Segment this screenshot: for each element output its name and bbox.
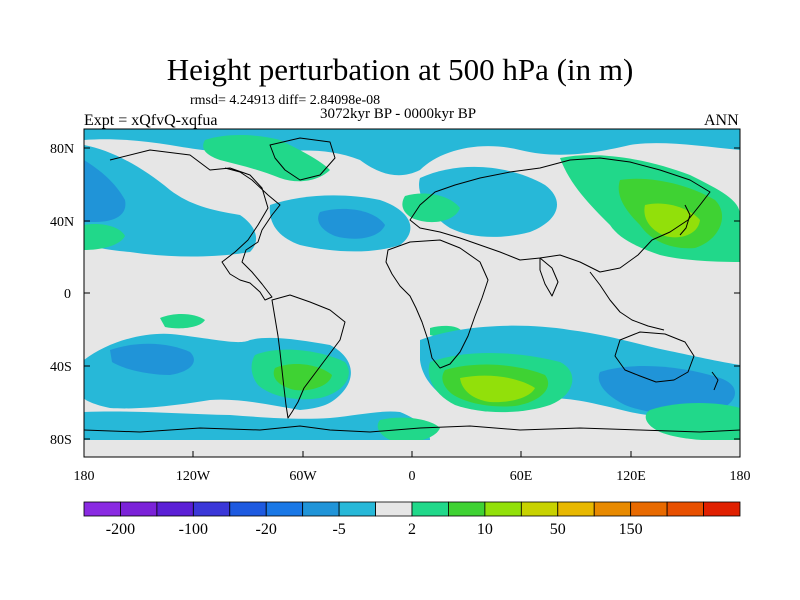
colorbar-swatch — [229, 501, 267, 517]
colorbar-label: -20 — [256, 521, 277, 538]
season-label: ANN — [704, 112, 739, 129]
colorbar-label: 2 — [408, 521, 416, 538]
lon-label: 180 — [730, 469, 751, 484]
coast-antarctica — [84, 425, 740, 433]
colorbar-label: 10 — [477, 521, 493, 538]
time-period-label: 3072kyr BP - 0000kyr BP — [320, 106, 477, 122]
lon-label: 120E — [616, 469, 646, 484]
colorbar-swatch — [448, 501, 486, 517]
contour-sh-indian-yellowgreen — [460, 375, 535, 403]
lat-label: 0 — [64, 287, 71, 302]
coast-southeast-asia — [589, 271, 665, 331]
map-title: Height perturbation at 500 hPa (in m) — [166, 52, 634, 87]
colorbar-label: 150 — [619, 521, 643, 538]
colorbar-swatch — [520, 501, 559, 517]
colorbar-swatch — [375, 501, 413, 517]
colorbar-swatch — [120, 501, 158, 517]
contour-nh-pacific-deep — [84, 160, 126, 222]
coast-africa — [385, 239, 489, 369]
colorbar-swatch — [156, 501, 194, 517]
colorbar-label: -5 — [332, 521, 345, 538]
lat-label: 80S — [50, 433, 72, 448]
contour-nh-pacific-green — [84, 224, 125, 250]
colorbar-label: -200 — [106, 521, 135, 538]
colorbar-swatch — [411, 501, 449, 517]
contour-antarctic-green-strip — [377, 417, 440, 442]
lon-label: 180 — [74, 469, 95, 484]
coast-eurasia — [409, 157, 711, 273]
coast-japan — [679, 204, 691, 236]
polar-neutral-band — [84, 440, 740, 457]
coast-north-america — [109, 149, 281, 301]
lon-label: 60W — [289, 469, 317, 484]
coast-india — [539, 257, 559, 297]
colorbar-swatch — [593, 501, 632, 517]
colorbar-labels: -200 -100 -20 -5 2 10 50 150 — [106, 521, 643, 538]
coast-australia — [614, 331, 695, 383]
contour-field — [84, 129, 740, 457]
coast-new-zealand — [711, 371, 719, 391]
lat-label: 40N — [50, 215, 74, 230]
contour-nh-pacific-blue — [84, 145, 257, 257]
lat-label: 40S — [50, 360, 72, 375]
colorbar-swatch — [83, 501, 121, 517]
colorbar-swatch — [338, 501, 376, 517]
colorbar-label: -100 — [179, 521, 208, 538]
colorbar-swatch — [265, 501, 304, 517]
contour-nh-eurasia-blue — [419, 166, 557, 237]
colorbar-label: 50 — [550, 521, 566, 538]
contour-greenland-green — [203, 135, 330, 182]
contour-sh-pacific-band — [598, 366, 735, 415]
lat-label: 80N — [50, 142, 74, 157]
colorbar-swatch — [192, 501, 231, 517]
colorbar-swatch — [703, 501, 741, 517]
rmsd-diff-stats: rmsd= 4.24913 diff= 2.84098e-08 — [190, 93, 381, 108]
contour-nh-atlantic-deep — [318, 208, 385, 239]
contour-nh-europe-green — [402, 193, 460, 223]
coastlines — [84, 137, 740, 433]
lon-label: 120W — [176, 469, 211, 484]
contour-sh-deep-blue — [110, 343, 194, 375]
coast-south-america — [271, 294, 346, 419]
colorbar-swatch — [484, 501, 522, 517]
lon-label: 0 — [409, 469, 416, 484]
contour-nh-asia-yellowgreen — [644, 203, 700, 238]
colorbar — [83, 501, 741, 517]
colorbar-swatch — [557, 501, 595, 517]
coast-greenland — [269, 137, 336, 181]
colorbar-swatch — [666, 501, 704, 517]
colorbar-swatch — [302, 501, 340, 517]
experiment-label: Expt = xQfvQ-xqfua — [84, 112, 218, 129]
lon-label: 60E — [510, 469, 533, 484]
tick-marks — [83, 147, 741, 457]
contour-tropical-patch — [160, 314, 205, 329]
contour-antarctic-blue — [84, 411, 430, 440]
colorbar-swatch — [630, 501, 668, 517]
